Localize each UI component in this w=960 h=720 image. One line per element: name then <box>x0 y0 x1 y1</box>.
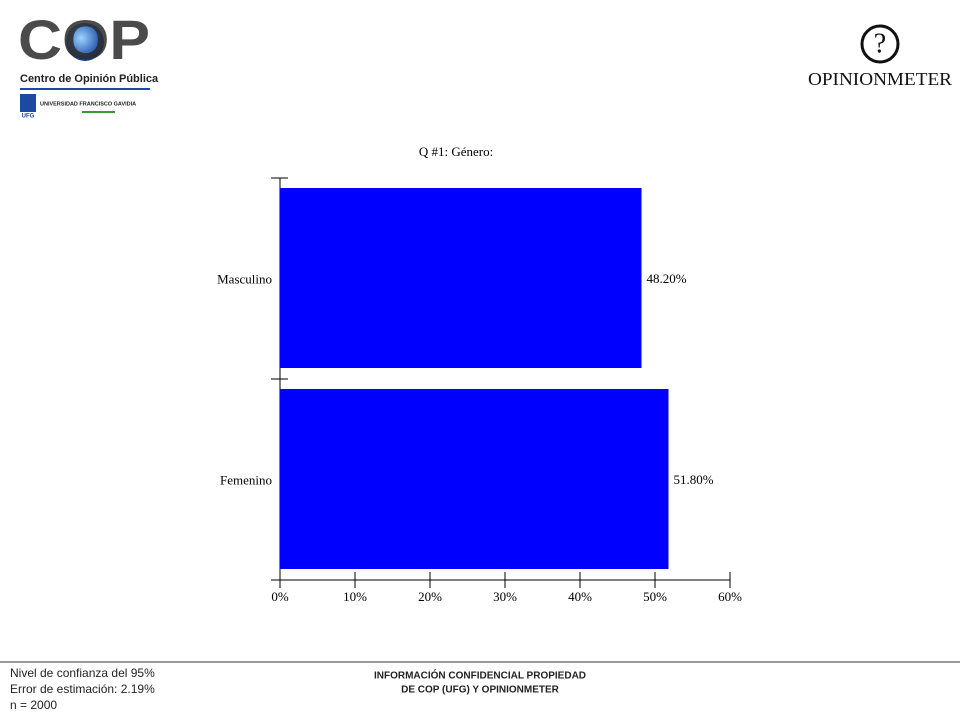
value-label: 48.20% <box>647 271 687 286</box>
y-tick-label: Masculino <box>217 271 272 286</box>
cop-logo: COP Centro de Opinión Pública UFG UNIVER… <box>18 8 159 120</box>
footer-notes: Nivel de confianza del 95% Error de esti… <box>10 666 155 712</box>
x-tick-label: 10% <box>343 589 367 604</box>
bar <box>280 188 642 368</box>
globe-icon <box>66 23 104 61</box>
x-tick-label: 30% <box>493 589 517 604</box>
x-tick-label: 0% <box>271 589 289 604</box>
cop-subtitle: Centro de Opinión Pública <box>20 73 159 85</box>
university-name: UNIVERSIDAD FRANCISCO GAVIDIA <box>40 101 136 107</box>
ufg-short: UFG <box>22 114 35 120</box>
x-tick-label: 60% <box>718 589 742 604</box>
symbol-ring <box>860 24 900 64</box>
ufg-emblem <box>20 94 36 112</box>
symbol: ? <box>874 28 886 59</box>
x-tick-label: 40% <box>568 589 592 604</box>
bar <box>280 389 669 569</box>
y-tick-label: Femenino <box>220 472 272 487</box>
confidential: INFORMACIÓN CONFIDENCIAL PROPIEDAD DE CO… <box>374 669 586 696</box>
x-tick-label: 20% <box>418 589 442 604</box>
chart-title: Q #1: Género: <box>419 144 493 159</box>
cop-name: COP <box>18 8 150 71</box>
opinionmeter-logo: ? OPINIONMETER <box>808 24 952 89</box>
footer-note: Error de estimación: 2.19% <box>10 682 155 696</box>
confidential-line: INFORMACIÓN CONFIDENCIAL PROPIEDAD <box>374 669 586 682</box>
opinionmeter-name: OPINIONMETER <box>808 69 952 89</box>
footer-note: n = 2000 <box>10 698 57 712</box>
value-label: 51.80% <box>674 472 714 487</box>
confidential-line: DE COP (UFG) Y OPINIONMETER <box>401 685 560 696</box>
footer-note: Nivel de confianza del 95% <box>10 666 155 680</box>
x-tick-label: 50% <box>643 589 667 604</box>
chart: 0% 10% 20% 30% 40% 50% 60% Masculino 48.20% Femen… <box>217 177 742 604</box>
